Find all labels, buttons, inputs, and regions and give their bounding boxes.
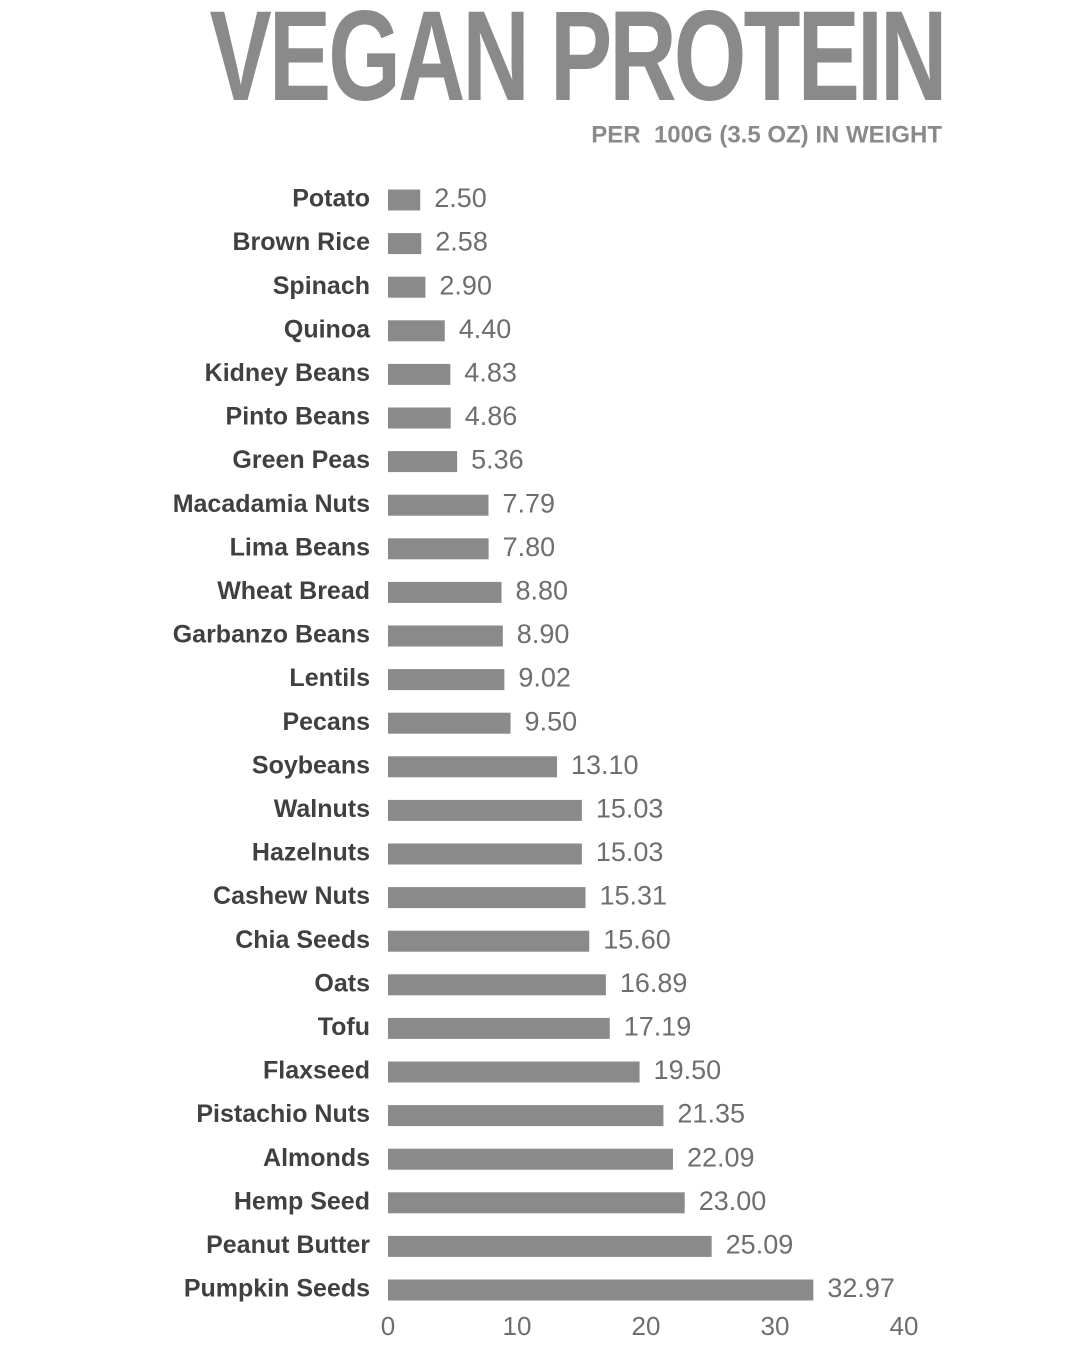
x-tick-label: 30 [761, 1311, 790, 1341]
value-label: 32.97 [827, 1273, 895, 1303]
category-label: Tofu [318, 1013, 370, 1041]
category-label: Lentils [289, 664, 370, 692]
bar [388, 1192, 685, 1214]
bar [388, 581, 502, 603]
category-label: Pumpkin Seeds [184, 1275, 370, 1303]
x-tick-label: 40 [890, 1311, 919, 1341]
value-label: 17.19 [624, 1012, 692, 1042]
category-label: Pinto Beans [226, 403, 370, 431]
bar [388, 233, 422, 255]
value-label: 7.80 [503, 532, 556, 562]
bar [388, 1279, 814, 1301]
category-label: Chia Seeds [235, 926, 370, 954]
category-label: Pecans [282, 708, 370, 736]
category-label: Cashew Nuts [213, 882, 370, 910]
bar [388, 276, 426, 298]
value-label: 16.89 [620, 968, 688, 998]
bar [388, 712, 511, 734]
category-label: Almonds [263, 1144, 370, 1172]
category-label: Wheat Bread [217, 577, 370, 605]
category-label: Hemp Seed [234, 1187, 370, 1215]
category-label: Garbanzo Beans [173, 621, 370, 649]
bar [388, 538, 489, 560]
value-label: 19.50 [654, 1055, 722, 1085]
x-tick-label: 0 [381, 1311, 395, 1341]
bar [388, 363, 451, 385]
category-label: Lima Beans [230, 533, 370, 561]
bar [388, 974, 606, 996]
bar [388, 669, 505, 691]
bar [388, 1235, 712, 1257]
value-label: 9.02 [518, 663, 571, 693]
value-label: 25.09 [726, 1230, 794, 1260]
category-label: Green Peas [232, 446, 370, 474]
category-label: Peanut Butter [206, 1231, 370, 1259]
category-label: Spinach [273, 272, 370, 300]
category-label: Oats [314, 969, 370, 997]
value-label: 13.10 [571, 750, 639, 780]
value-label: 4.86 [465, 401, 518, 431]
chart-subtitle: PER 100G (3.5 OZ) IN WEIGHT [591, 121, 942, 148]
value-label: 22.09 [687, 1142, 755, 1172]
value-label: 15.31 [599, 881, 667, 911]
bar [388, 189, 421, 211]
bar [388, 1105, 664, 1127]
category-label: Flaxseed [263, 1057, 370, 1085]
bar [388, 1017, 610, 1039]
x-tick-label: 10 [503, 1311, 532, 1341]
value-label: 9.50 [525, 706, 578, 736]
category-label: Quinoa [284, 315, 371, 343]
value-label: 2.90 [439, 270, 492, 300]
category-label: Walnuts [274, 795, 370, 823]
value-label: 21.35 [677, 1099, 745, 1129]
value-label: 8.80 [516, 576, 569, 606]
category-label: Macadamia Nuts [173, 490, 370, 518]
value-label: 23.00 [699, 1186, 767, 1216]
value-label: 2.58 [435, 227, 488, 257]
value-label: 15.60 [603, 924, 671, 954]
bar [388, 930, 590, 952]
chart-title: VEGAN PROTEIN [210, 0, 945, 128]
bar [388, 625, 503, 647]
bar [388, 756, 557, 778]
value-label: 4.83 [464, 358, 517, 388]
value-label: 15.03 [596, 837, 664, 867]
bar [388, 843, 582, 865]
bar [388, 1148, 673, 1170]
bar [388, 451, 458, 473]
value-label: 4.40 [459, 314, 512, 344]
category-label: Soybeans [252, 751, 370, 779]
bar [388, 887, 586, 909]
category-label: Kidney Beans [205, 359, 370, 387]
value-label: 8.90 [517, 619, 570, 649]
category-label: Brown Rice [232, 228, 370, 256]
bar [388, 799, 582, 821]
bar [388, 320, 445, 342]
value-label: 2.50 [434, 183, 487, 213]
bar [388, 407, 451, 429]
bar [388, 1061, 640, 1083]
category-label: Potato [292, 185, 370, 213]
category-label: Hazelnuts [252, 839, 370, 867]
x-tick-label: 20 [632, 1311, 661, 1341]
value-label: 5.36 [471, 445, 524, 475]
category-label: Pistachio Nuts [196, 1100, 370, 1128]
value-label: 7.79 [502, 488, 555, 518]
bar [388, 494, 489, 516]
value-label: 15.03 [596, 794, 664, 824]
